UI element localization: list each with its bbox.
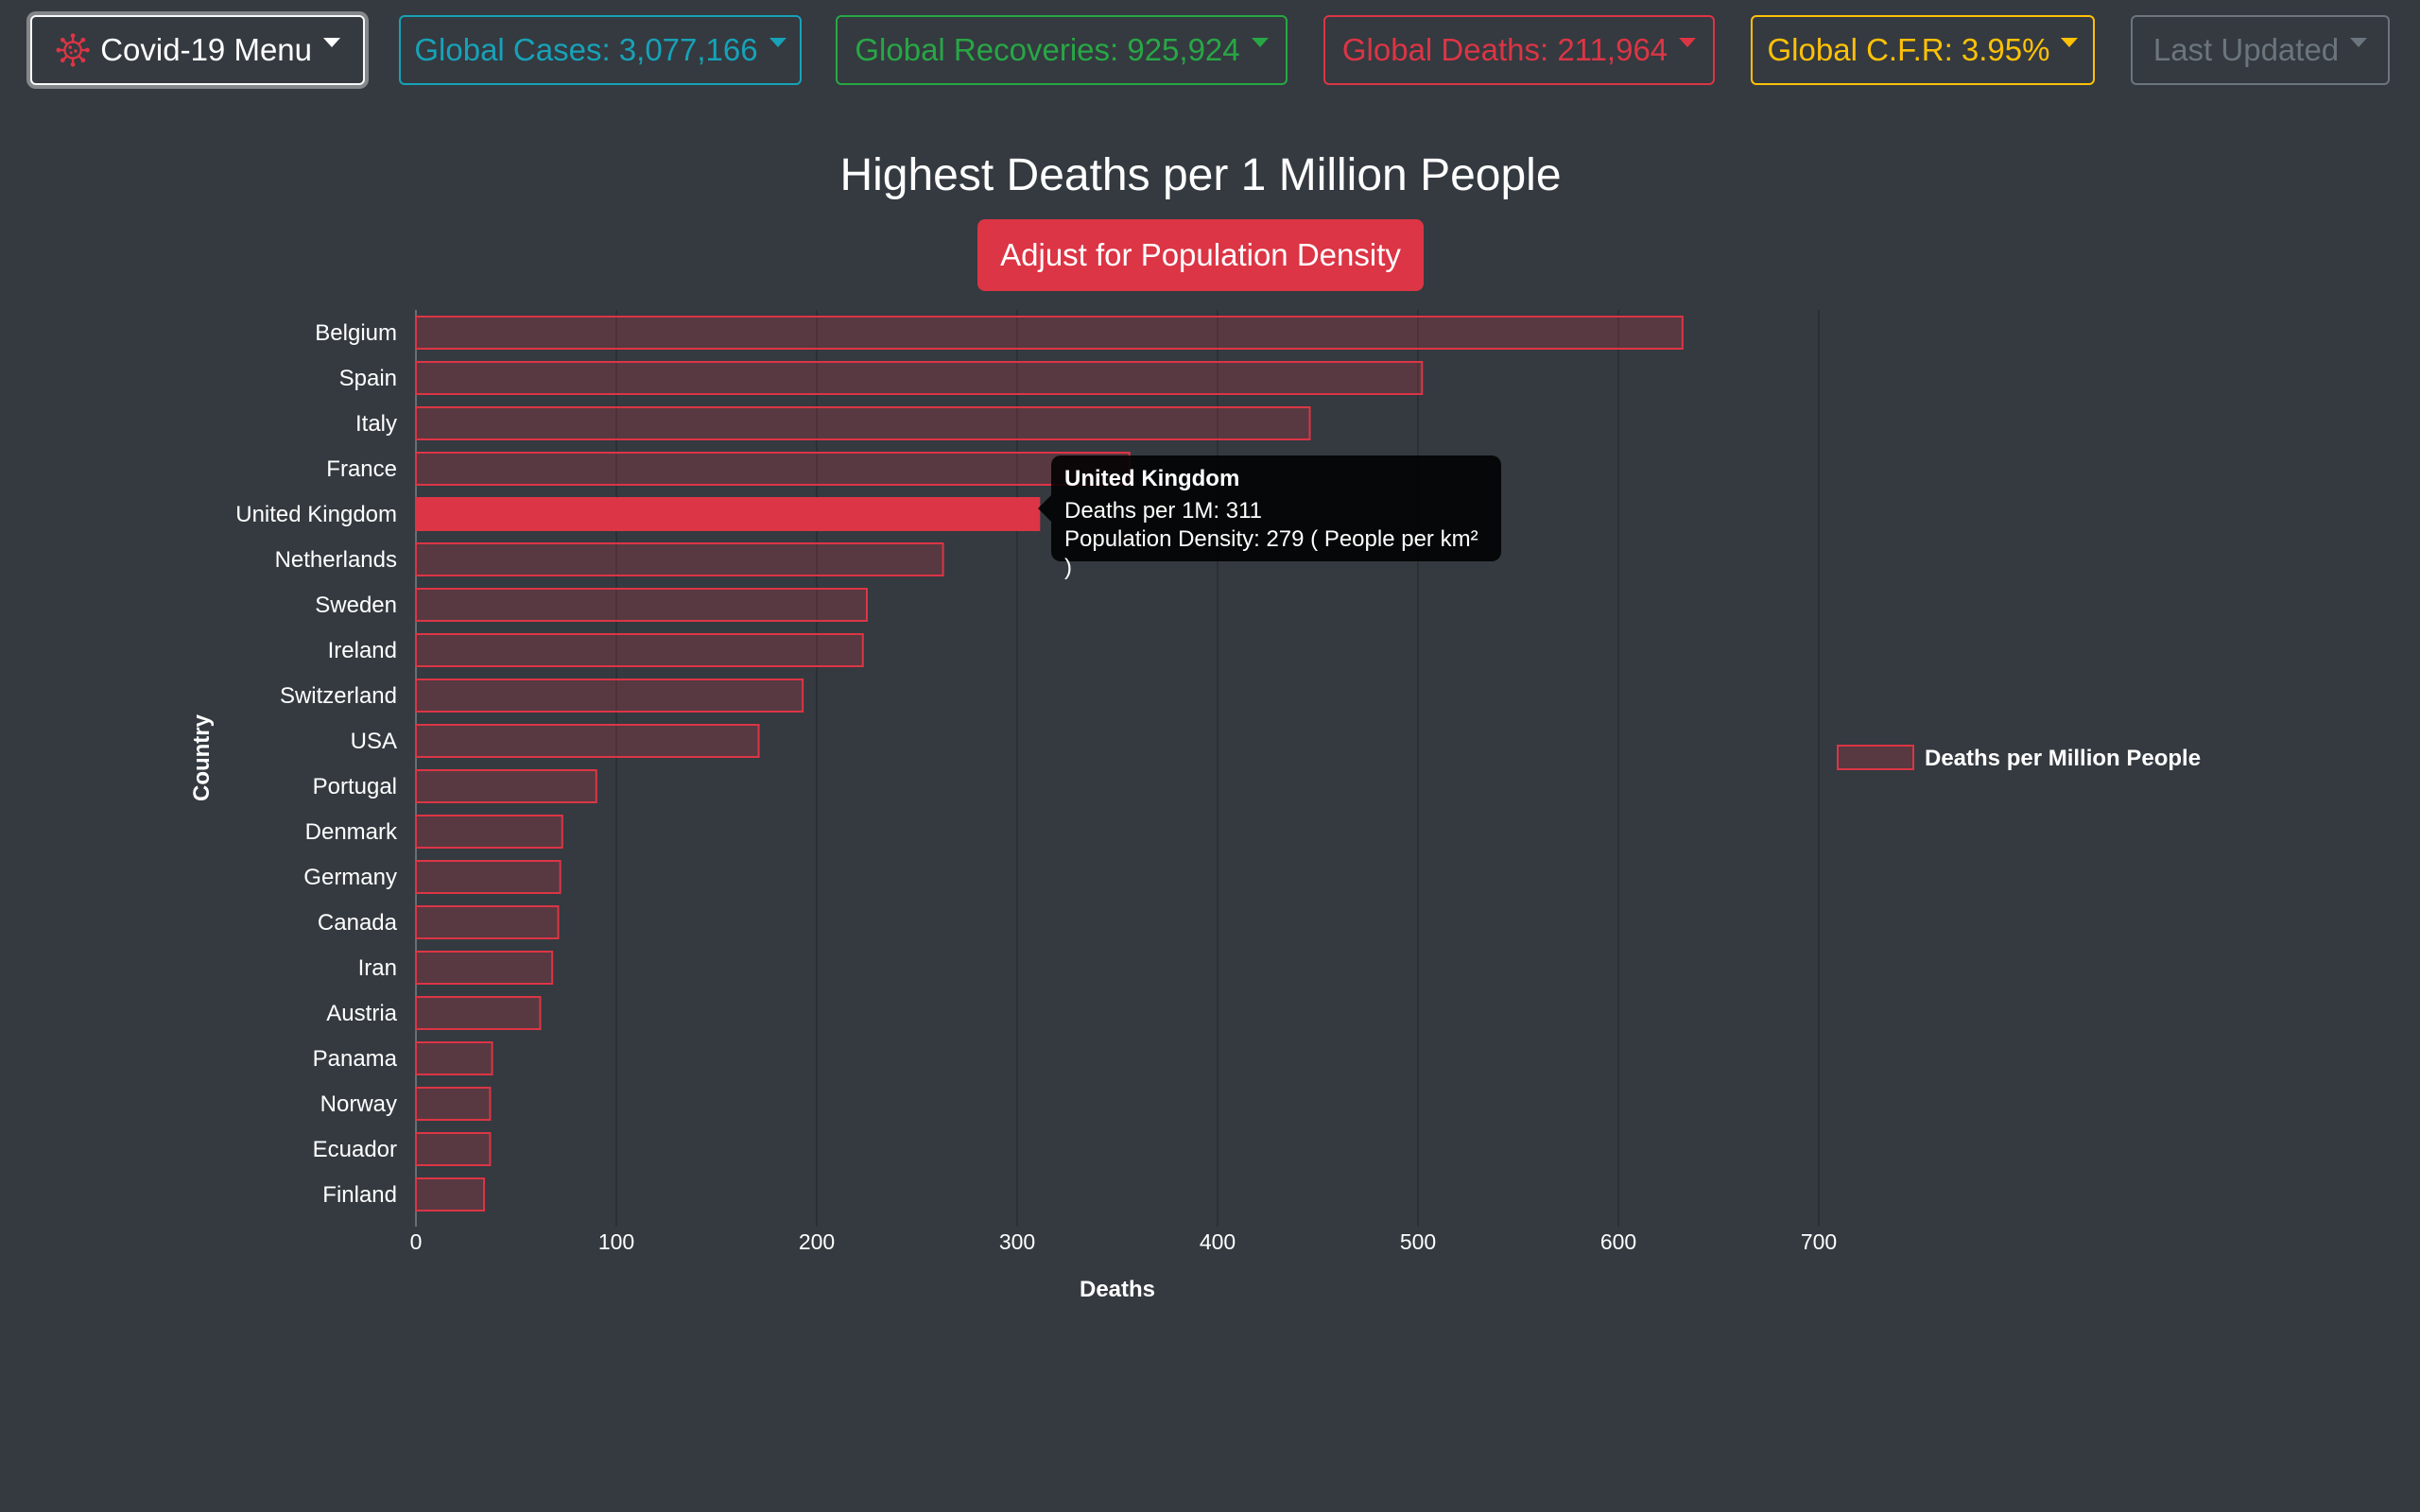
y-tick-label: USA (351, 729, 397, 754)
bar-finland[interactable] (415, 1177, 486, 1211)
x-tick-label: 300 (999, 1229, 1035, 1254)
bar-belgium[interactable] (415, 316, 1684, 350)
global-cfr-dropdown[interactable]: Global C.F.R: 3.95% (1751, 15, 2095, 85)
bar-france[interactable] (415, 452, 1131, 486)
y-tick-label: Panama (313, 1046, 398, 1072)
bar-germany[interactable] (415, 860, 562, 894)
global-cases-label: Global Cases: 3,077,166 (414, 32, 758, 67)
virus-icon (56, 33, 90, 67)
bar-italy[interactable] (415, 406, 1311, 440)
tooltip-density-line: Population Density: 279 ( People per km²… (1064, 526, 1478, 580)
tooltip-deaths-line: Deaths per 1M: 311 (1064, 498, 1263, 524)
chevron-down-icon (2061, 38, 2079, 47)
y-tick-label: Iran (358, 955, 397, 981)
chart-title: Highest Deaths per 1 Million People (839, 150, 1562, 200)
global-cases-dropdown[interactable]: Global Cases: 3,077,166 (399, 15, 802, 85)
bar-austria[interactable] (415, 996, 542, 1030)
x-tick-label: 100 (598, 1229, 634, 1254)
chart-bars (415, 316, 1684, 1211)
bar-norway[interactable] (415, 1087, 492, 1121)
y-tick-label: Germany (303, 865, 397, 890)
bar-ireland[interactable] (415, 633, 864, 667)
chevron-down-icon (2350, 38, 2368, 47)
global-deaths-dropdown[interactable]: Global Deaths: 211,964 (1323, 15, 1715, 85)
legend-label: Deaths per Million People (1925, 746, 2201, 771)
y-tick-label: Italy (355, 411, 397, 437)
x-axis-label: Deaths (1080, 1277, 1155, 1302)
x-tick-label: 700 (1801, 1229, 1837, 1254)
chevron-down-icon (1251, 38, 1269, 47)
tooltip-title: United Kingdom (1064, 466, 1240, 491)
chevron-down-icon (1679, 38, 1697, 47)
legend-swatch (1837, 745, 1914, 770)
bar-denmark[interactable] (415, 815, 563, 849)
y-tick-label: United Kingdom (235, 502, 397, 527)
bar-united-kingdom[interactable] (415, 497, 1041, 531)
covid-menu-label: Covid-19 Menu (100, 32, 312, 67)
last-updated-dropdown[interactable]: Last Updated (2131, 15, 2390, 85)
x-tick-label: 200 (799, 1229, 835, 1254)
x-tick-label: 500 (1400, 1229, 1436, 1254)
bar-canada[interactable] (415, 905, 560, 939)
global-recoveries-dropdown[interactable]: Global Recoveries: 925,924 (836, 15, 1288, 85)
chevron-down-icon (323, 38, 340, 47)
x-tick-label: 400 (1200, 1229, 1236, 1254)
bar-netherlands[interactable] (415, 542, 944, 576)
chart-grid (415, 310, 1820, 1227)
y-tick-label: Canada (318, 910, 398, 936)
chart-labels: 0 100 200 300 400 500 600 700 Belgium Spain Italy F… (235, 320, 1837, 1254)
y-tick-label: Denmark (305, 819, 398, 845)
bar-panama[interactable] (415, 1041, 493, 1075)
bar-usa[interactable] (415, 724, 760, 758)
covid-menu-dropdown[interactable]: Covid-19 Menu (30, 15, 365, 85)
y-tick-label: Ecuador (313, 1137, 397, 1162)
global-recoveries-label: Global Recoveries: 925,924 (855, 32, 1240, 67)
x-tick-label: 600 (1600, 1229, 1636, 1254)
chart-legend[interactable]: Deaths per Million People (1837, 745, 2201, 771)
bar-spain[interactable] (415, 361, 1424, 395)
y-axis-label: Country (189, 713, 215, 801)
bar-ecuador[interactable] (415, 1132, 492, 1166)
y-tick-label: Finland (322, 1182, 397, 1208)
last-updated-label: Last Updated (2152, 32, 2340, 67)
global-deaths-label: Global Deaths: 211,964 (1341, 32, 1668, 67)
chevron-down-icon (769, 38, 786, 47)
bar-portugal[interactable] (415, 769, 597, 803)
global-cfr-label: Global C.F.R: 3.95% (1767, 32, 2050, 67)
chart-tooltip: United Kingdom Deaths per 1M: 311 Popula… (1038, 455, 1501, 580)
y-tick-label: Belgium (315, 320, 397, 346)
y-tick-label: Norway (320, 1091, 397, 1117)
y-tick-label: Ireland (328, 638, 397, 663)
bar-iran[interactable] (415, 951, 554, 985)
bar-sweden[interactable] (415, 588, 868, 622)
bar-switzerland[interactable] (415, 679, 804, 713)
y-tick-label: Sweden (315, 593, 397, 618)
x-tick-label: 0 (410, 1229, 423, 1254)
y-tick-label: Switzerland (280, 683, 397, 709)
adjust-population-density-button[interactable]: Adjust for Population Density (977, 219, 1424, 291)
navbar: Covid-19 Menu Global Cases: 3,077,166 Gl… (0, 0, 2420, 104)
y-tick-label: Netherlands (275, 547, 397, 573)
y-tick-label: France (326, 456, 397, 482)
y-tick-label: Spain (339, 366, 397, 391)
y-tick-label: Portugal (313, 774, 397, 799)
y-tick-label: Austria (326, 1001, 397, 1026)
